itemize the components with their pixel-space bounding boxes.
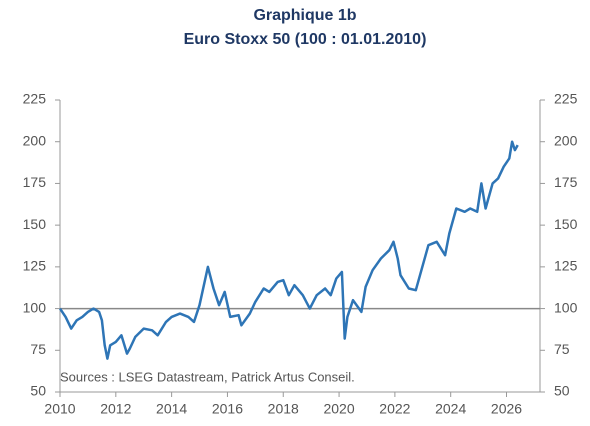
y2-tick-label: 50 (554, 383, 570, 399)
chart-subtitle: Euro Stoxx 50 (100 : 01.01.2010) (184, 31, 427, 48)
x-tick-label: 2018 (268, 401, 299, 417)
x-tick-label: 2014 (156, 401, 187, 417)
y2-tick-label: 150 (554, 216, 578, 232)
y-tick-label: 225 (23, 91, 47, 107)
y-tick-label: 75 (30, 341, 46, 357)
y-tick-label: 100 (23, 299, 47, 315)
y-tick-label: 175 (23, 174, 47, 190)
x-tick-label: 2020 (323, 401, 354, 417)
x-tick-label: 2010 (44, 401, 75, 417)
x-tick-label: 2016 (212, 401, 243, 417)
chart-title: Graphique 1b (253, 7, 356, 24)
y2-tick-label: 75 (554, 341, 570, 357)
y2-tick-label: 200 (554, 132, 578, 148)
x-tick-label: 2026 (491, 401, 522, 417)
y2-tick-label: 175 (554, 174, 578, 190)
x-tick-label: 2022 (379, 401, 410, 417)
x-tick-label: 2024 (435, 401, 466, 417)
y-tick-label: 200 (23, 132, 47, 148)
y-tick-label: 50 (30, 383, 46, 399)
y2-tick-label: 100 (554, 299, 578, 315)
y-tick-label: 125 (23, 258, 47, 274)
y2-tick-label: 225 (554, 91, 578, 107)
x-tick-label: 2012 (100, 401, 131, 417)
y-tick-label: 150 (23, 216, 47, 232)
y2-tick-label: 125 (554, 258, 578, 274)
note: Sources : LSEG Datastream, Patrick Artus… (60, 369, 355, 384)
line (58, 140, 519, 360)
